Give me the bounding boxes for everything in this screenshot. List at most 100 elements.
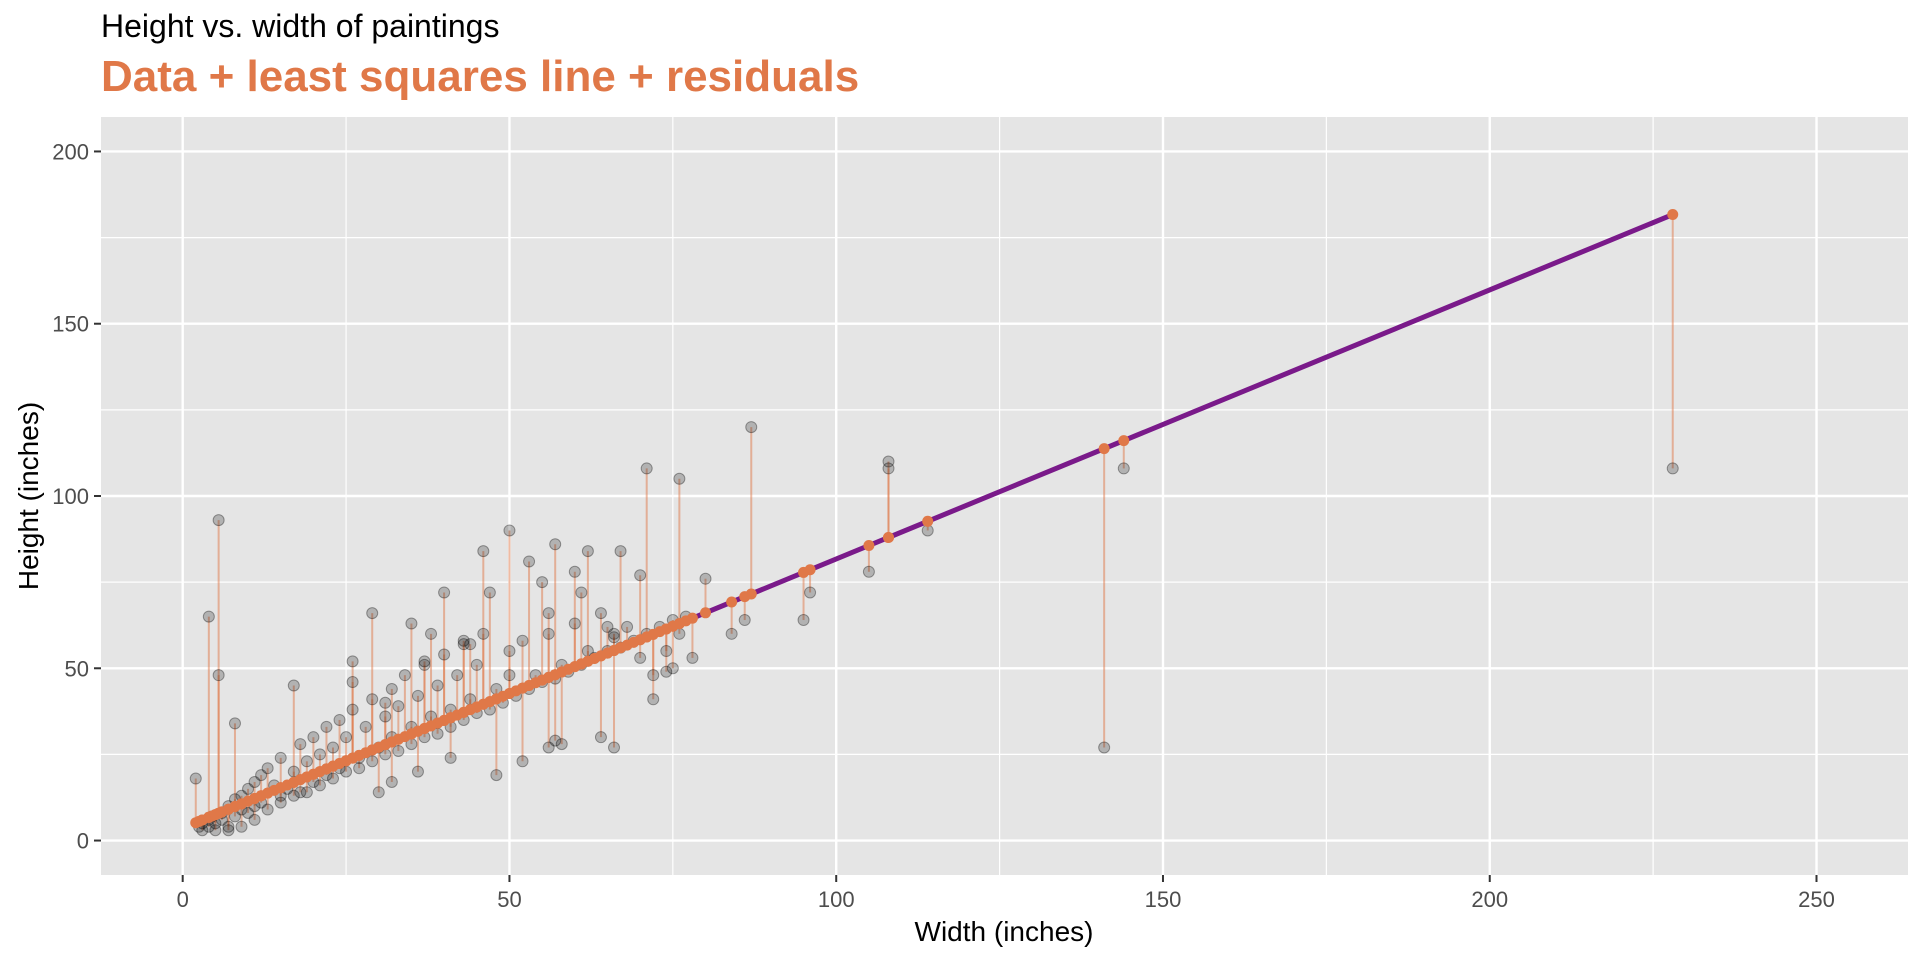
data-point bbox=[411, 689, 424, 702]
data-point bbox=[1666, 462, 1679, 475]
fitted-point bbox=[863, 540, 875, 552]
fitted-point bbox=[1667, 209, 1679, 221]
data-point bbox=[660, 665, 673, 678]
fitted-point bbox=[249, 792, 261, 804]
data-point bbox=[202, 610, 215, 623]
fitted-point bbox=[1098, 443, 1110, 455]
grid-major bbox=[101, 117, 1908, 875]
x-tick-label: 250 bbox=[1798, 887, 1835, 912]
data-point bbox=[725, 627, 738, 640]
chart-title: Height vs. width of paintings bbox=[101, 8, 500, 44]
data-point bbox=[287, 789, 300, 802]
fitted-point bbox=[262, 787, 274, 799]
data-point bbox=[431, 679, 444, 692]
data-point bbox=[660, 645, 673, 658]
fitted-point bbox=[595, 650, 607, 662]
data-point bbox=[503, 524, 516, 537]
data-point bbox=[575, 586, 588, 599]
x-tick-label: 100 bbox=[818, 887, 855, 912]
x-tick-labels: 0 50 100 150 200 250 bbox=[177, 887, 1835, 912]
data-point bbox=[608, 631, 621, 644]
y-axis-title: Height (inches) bbox=[13, 402, 44, 590]
data-point bbox=[594, 731, 607, 744]
data-point bbox=[601, 620, 614, 633]
data-point bbox=[647, 693, 660, 706]
fitted-point bbox=[288, 776, 300, 788]
data-point bbox=[542, 627, 555, 640]
data-point bbox=[1098, 741, 1111, 754]
data-point bbox=[228, 717, 241, 730]
data-point bbox=[666, 662, 679, 675]
data-point bbox=[457, 638, 470, 651]
data-point bbox=[634, 651, 647, 664]
data-point bbox=[438, 586, 451, 599]
x-axis-title: Width (inches) bbox=[915, 916, 1094, 947]
data-point bbox=[516, 634, 529, 647]
fitted-point bbox=[700, 607, 712, 619]
data-point bbox=[307, 731, 320, 744]
data-point bbox=[438, 648, 451, 661]
fitted-point bbox=[804, 564, 816, 576]
data-point bbox=[457, 634, 470, 647]
data-point bbox=[686, 651, 699, 664]
fitted-point bbox=[647, 628, 659, 640]
data-point bbox=[608, 741, 621, 754]
x-tick-label: 200 bbox=[1471, 887, 1508, 912]
y-tick-label: 0 bbox=[77, 829, 89, 854]
data-point bbox=[483, 586, 496, 599]
fitted-point bbox=[275, 782, 287, 794]
data-point bbox=[503, 669, 516, 682]
data-point bbox=[366, 607, 379, 620]
data-point bbox=[222, 824, 235, 837]
data-point bbox=[189, 772, 202, 785]
data-point bbox=[464, 638, 477, 651]
data-point bbox=[555, 738, 568, 751]
data-point bbox=[392, 700, 405, 713]
fitted-point bbox=[517, 682, 529, 694]
data-point bbox=[379, 710, 392, 723]
data-point bbox=[542, 741, 555, 754]
data-point bbox=[379, 696, 392, 709]
data-point bbox=[242, 782, 255, 795]
fitted-point bbox=[314, 766, 326, 778]
data-point bbox=[614, 545, 627, 558]
data-point bbox=[235, 820, 248, 833]
x-tick-label: 150 bbox=[1145, 887, 1182, 912]
data-point bbox=[634, 569, 647, 582]
fitted-point bbox=[418, 723, 430, 735]
data-point bbox=[549, 734, 562, 747]
fitted-point bbox=[882, 531, 894, 543]
data-point bbox=[222, 820, 235, 833]
data-point bbox=[274, 796, 287, 809]
y-tick-label: 100 bbox=[52, 484, 89, 509]
data-point bbox=[385, 682, 398, 695]
data-point bbox=[490, 769, 503, 782]
fitted-point bbox=[745, 588, 757, 600]
data-point bbox=[581, 545, 594, 558]
axis-ticks bbox=[94, 150, 1818, 882]
y-tick-label: 150 bbox=[52, 312, 89, 337]
data-point bbox=[320, 720, 333, 733]
x-tick-label: 0 bbox=[177, 887, 189, 912]
data-point bbox=[346, 676, 359, 689]
data-point bbox=[862, 565, 875, 578]
fitted-point bbox=[575, 658, 587, 670]
data-point bbox=[212, 514, 225, 527]
data-point bbox=[405, 617, 418, 630]
data-point bbox=[542, 607, 555, 620]
data-point bbox=[313, 748, 326, 761]
data-point bbox=[346, 703, 359, 716]
data-point bbox=[804, 586, 817, 599]
data-point bbox=[451, 669, 464, 682]
data-point bbox=[340, 731, 353, 744]
data-point bbox=[248, 775, 261, 788]
data-point bbox=[261, 762, 274, 775]
data-point bbox=[425, 627, 438, 640]
fitted-point bbox=[556, 666, 568, 678]
data-point bbox=[287, 679, 300, 692]
fitted-point bbox=[503, 688, 515, 700]
data-point bbox=[353, 762, 366, 775]
fitted-point bbox=[922, 515, 934, 527]
data-point bbox=[411, 765, 424, 778]
data-point bbox=[294, 786, 307, 799]
